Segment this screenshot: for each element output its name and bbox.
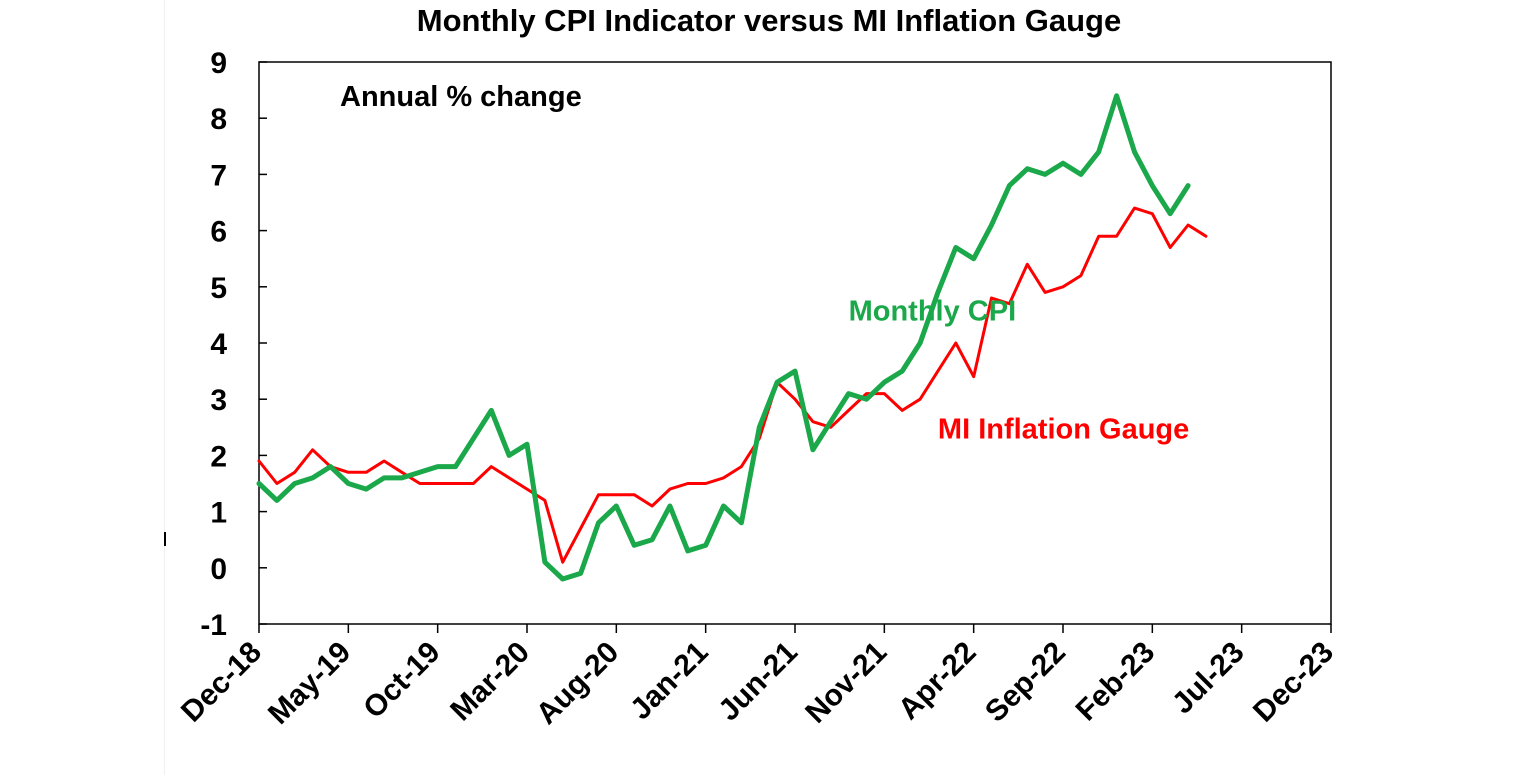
plot-area xyxy=(258,61,1332,625)
y-tick-label: 7 xyxy=(210,159,227,192)
y-tick-label: 1 xyxy=(210,497,227,530)
x-tick-label: Dec-23 xyxy=(1247,636,1340,729)
left-margin-rule xyxy=(164,0,165,775)
x-tick-label: Jan-21 xyxy=(624,636,715,727)
x-tick-label: Oct-19 xyxy=(357,636,446,725)
x-tick-label: Mar-20 xyxy=(444,636,536,728)
y-tick-label: 2 xyxy=(210,440,227,473)
x-tick-label: Dec-18 xyxy=(175,636,268,729)
x-tick-label: Nov-21 xyxy=(799,636,893,730)
y-tick-label: 4 xyxy=(210,328,227,361)
series-line-mi-inflation-gauge xyxy=(257,206,1208,564)
series-labels: Monthly CPI MI Inflation Gauge xyxy=(849,296,1190,446)
series-label-monthly-cpi: Monthly CPI xyxy=(849,296,1017,328)
x-tick-label: Apr-22 xyxy=(892,636,983,727)
y-tick-label: 9 xyxy=(210,47,227,80)
y-tick-label: 8 xyxy=(210,103,227,136)
series-line-monthly-cpi xyxy=(256,93,1191,582)
x-tick-label: Jul-23 xyxy=(1166,636,1251,721)
left-margin-tick xyxy=(164,532,166,546)
x-tick-label: Jun-21 xyxy=(712,636,804,728)
y-tick-label: 0 xyxy=(210,553,227,586)
series-label-mi-inflation-gauge: MI Inflation Gauge xyxy=(938,414,1189,446)
x-tick-label: Aug-20 xyxy=(530,636,625,731)
y-tick-label: 3 xyxy=(210,384,227,417)
y-tick-label: -1 xyxy=(200,609,227,642)
y-axis: -1 0 1 2 3 4 5 6 7 8 9 xyxy=(200,47,267,642)
x-tick-label: Feb-23 xyxy=(1070,636,1162,728)
x-tick-label: Sep-22 xyxy=(979,636,1072,729)
y-tick-label: 6 xyxy=(210,216,227,249)
left-margin xyxy=(0,0,165,775)
x-tick-label: May-19 xyxy=(262,636,357,731)
chart-annotation: Annual % change xyxy=(340,81,582,113)
chart-title: Monthly CPI Indicator versus MI Inflatio… xyxy=(417,3,1121,38)
y-tick-label: 5 xyxy=(210,272,227,305)
series-layer xyxy=(256,93,1208,582)
